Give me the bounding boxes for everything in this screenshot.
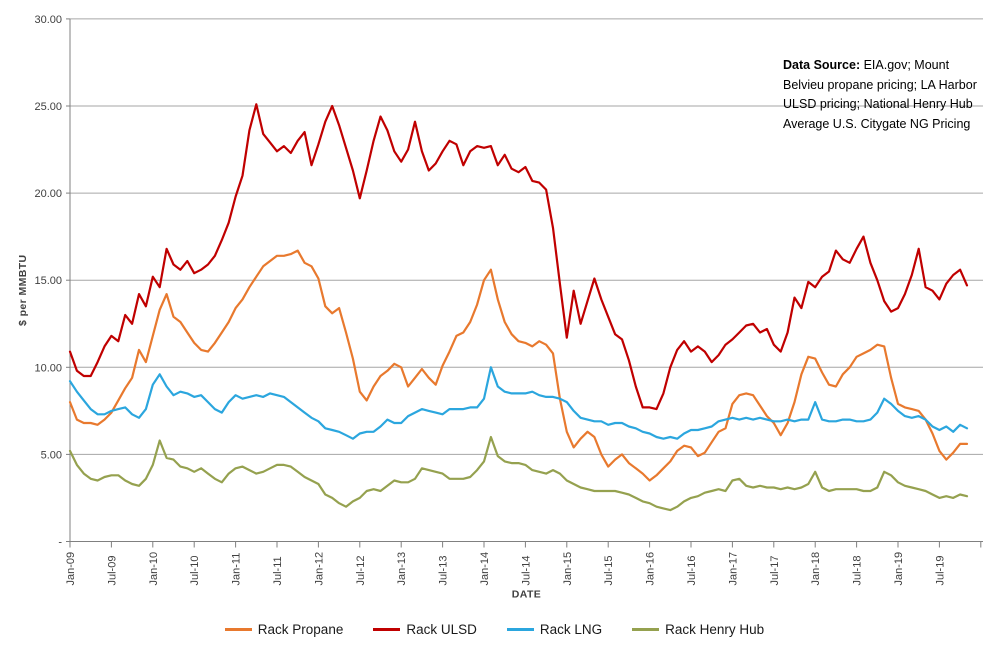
x-axis-label-Jul-13: Jul-13 [438,556,450,586]
x-axis-label-Jan-12: Jan-12 [313,552,325,586]
x-axis-label-Jul-14: Jul-14 [520,556,532,586]
legend-label-rack-ulsd: Rack ULSD [406,622,477,637]
legend-item-rack-lng: Rack LNG [506,622,603,637]
x-axis-label-Jul-15: Jul-15 [603,556,615,586]
series-line-rack-henry-hub [68,435,969,512]
y-axis-label-5.00: 5.00 [41,449,62,461]
x-axis-label-Jul-09: Jul-09 [106,556,118,586]
y-axis-label-25.00: 25.00 [34,101,62,113]
legend-swatch-rack-propane [224,628,252,631]
x-axis-label-Jan-09: Jan-09 [65,552,77,586]
y-axis-label-30.00: 30.00 [34,14,62,26]
data-source-annotation: Data Source: EIA.gov; Mount Belvieu prop… [783,56,983,134]
x-axis-label-Jul-18: Jul-18 [852,556,864,586]
x-axis-label-Jan-11: Jan-11 [231,553,243,586]
legend-swatch-rack-henry-hub [632,628,660,631]
y-axis-label-15.00: 15.00 [34,275,62,287]
x-axis-label-Jul-11: Jul-11 [272,556,284,585]
legend-label-rack-henry-hub: Rack Henry Hub [665,622,765,637]
legend-item-rack-propane: Rack Propane [224,622,344,637]
data-source-line1: EIA.gov; Mount [860,58,950,72]
x-axis-label-Jul-16: Jul-16 [686,556,698,586]
x-axis-label-Jul-10: Jul-10 [189,556,201,586]
x-axis-label-Jan-18: Jan-18 [810,552,822,586]
chart-legend: Rack Propane Rack ULSD Rack LNG Rack Hen… [0,622,989,637]
series-line-rack-ulsd [68,103,969,411]
legend-label-rack-propane: Rack Propane [257,622,344,637]
y-axis-title: $ per MMBTU [17,254,29,326]
legend-item-rack-henry-hub: Rack Henry Hub [632,622,764,637]
data-source-label: Data Source: [783,58,861,72]
data-source-line2: Belvieu propane pricing; LA Harbor [783,77,977,92]
data-source-line4: Average U.S. Citygate NG Pricing [783,116,971,131]
x-axis-label-Jan-14: Jan-14 [479,552,491,586]
series-line-rack-propane [68,249,969,482]
x-axis-label-Jan-17: Jan-17 [727,552,739,586]
legend-swatch-rack-ulsd [373,628,401,631]
legend-label-rack-lng: Rack LNG [539,622,603,637]
x-axis-label-Jan-10: Jan-10 [148,552,160,586]
data-source-line3: ULSD pricing; National Henry Hub [783,97,973,111]
x-axis-title: DATE [512,589,541,601]
x-axis-label-Jul-17: Jul-17 [769,556,781,586]
y-axis-label-20.00: 20.00 [34,188,62,200]
y-axis-label--: - [58,537,62,549]
legend-item-rack-ulsd: Rack ULSD [373,622,477,637]
x-axis-label-Jul-19: Jul-19 [934,556,946,586]
x-axis-label-Jan-19: Jan-19 [893,552,905,586]
x-axis-label-Jan-16: Jan-16 [645,552,657,586]
x-axis-label-Jan-15: Jan-15 [562,552,574,586]
series-line-rack-lng [68,366,969,440]
x-axis-label-Jan-13: Jan-13 [396,552,408,586]
x-axis-label-Jul-12: Jul-12 [355,556,367,586]
y-axis-label-10.00: 10.00 [34,362,62,374]
legend-swatch-rack-lng [506,628,534,631]
